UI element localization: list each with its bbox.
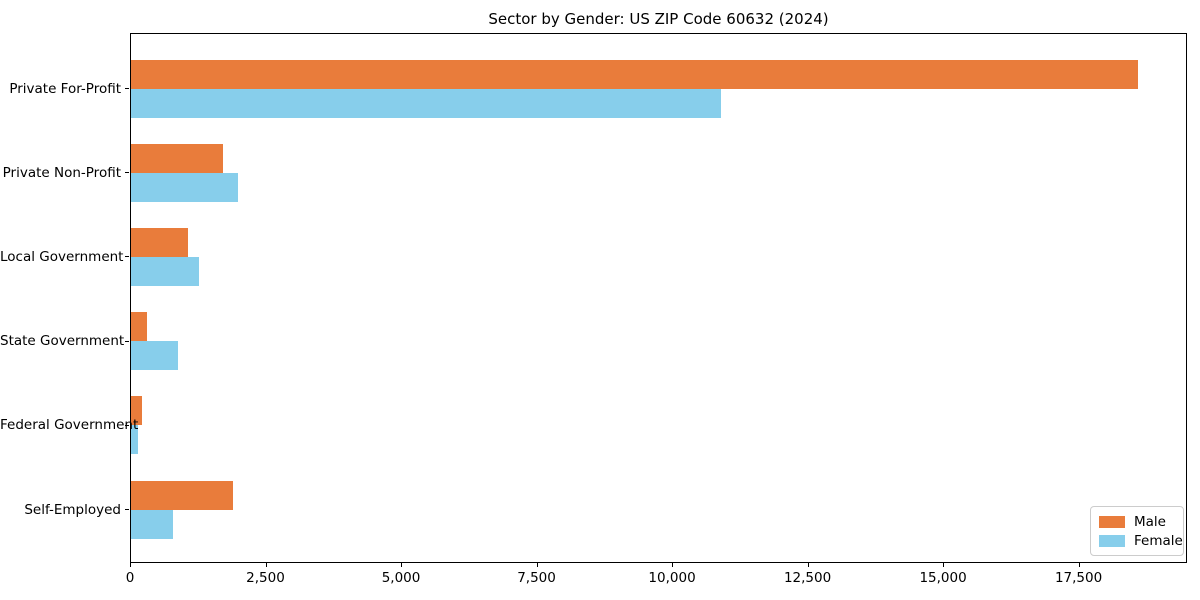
bar-male — [131, 59, 1138, 89]
x-tick-label: 7,500 — [517, 570, 556, 586]
x-tick-mark — [1078, 563, 1080, 567]
bar-female — [131, 88, 721, 118]
bar-male — [131, 143, 224, 173]
bar-male — [131, 480, 234, 510]
bar-male — [131, 312, 148, 342]
legend-item-female: Female — [1099, 532, 1183, 549]
legend-label-female: Female — [1134, 532, 1183, 549]
x-tick-label: 12,500 — [783, 570, 832, 586]
x-tick-mark — [807, 563, 809, 567]
x-tick-mark — [672, 563, 674, 567]
y-tick-mark — [125, 172, 129, 174]
x-tick-label: 2,500 — [246, 570, 285, 586]
x-tick-mark — [265, 563, 267, 567]
x-tick-label: 5,000 — [381, 570, 421, 586]
bar-female — [131, 341, 178, 371]
x-tick-mark — [536, 563, 538, 567]
x-tick-label: 17,500 — [1054, 570, 1103, 586]
x-tick-mark — [943, 563, 945, 567]
y-tick-label: Self-Employed — [24, 501, 121, 518]
bar-female — [131, 172, 239, 202]
bar-female — [131, 509, 174, 539]
bar-female — [131, 256, 200, 286]
y-tick-mark — [125, 256, 129, 258]
legend-label-male: Male — [1134, 513, 1166, 530]
y-tick-mark — [125, 509, 129, 510]
plot-area — [130, 33, 1187, 563]
y-tick-label: Private Non-Profit — [2, 164, 121, 181]
x-tick-mark — [401, 563, 403, 567]
bar-male — [131, 396, 143, 426]
y-tick-label: State Government — [0, 333, 125, 350]
female-legend-swatch — [1099, 534, 1125, 547]
y-tick-mark — [125, 88, 129, 89]
y-tick-mark — [125, 424, 129, 426]
legend-item-male: Male — [1099, 513, 1175, 530]
legend: Male Female — [1090, 506, 1184, 556]
y-tick-label: Local Government — [0, 248, 124, 265]
y-tick-mark — [125, 340, 129, 342]
x-tick-mark — [130, 563, 131, 567]
chart-title: Sector by Gender: US ZIP Code 60632 (202… — [488, 10, 829, 28]
x-tick-label: 0 — [125, 570, 135, 586]
bar-male — [131, 227, 189, 257]
x-tick-label: 15,000 — [919, 570, 967, 586]
y-tick-label: Private For-Profit — [9, 80, 121, 97]
bar-female — [131, 425, 138, 455]
x-tick-label: 10,000 — [648, 570, 696, 586]
male-legend-swatch — [1099, 515, 1125, 528]
y-tick-label: Federal Government — [0, 417, 139, 434]
